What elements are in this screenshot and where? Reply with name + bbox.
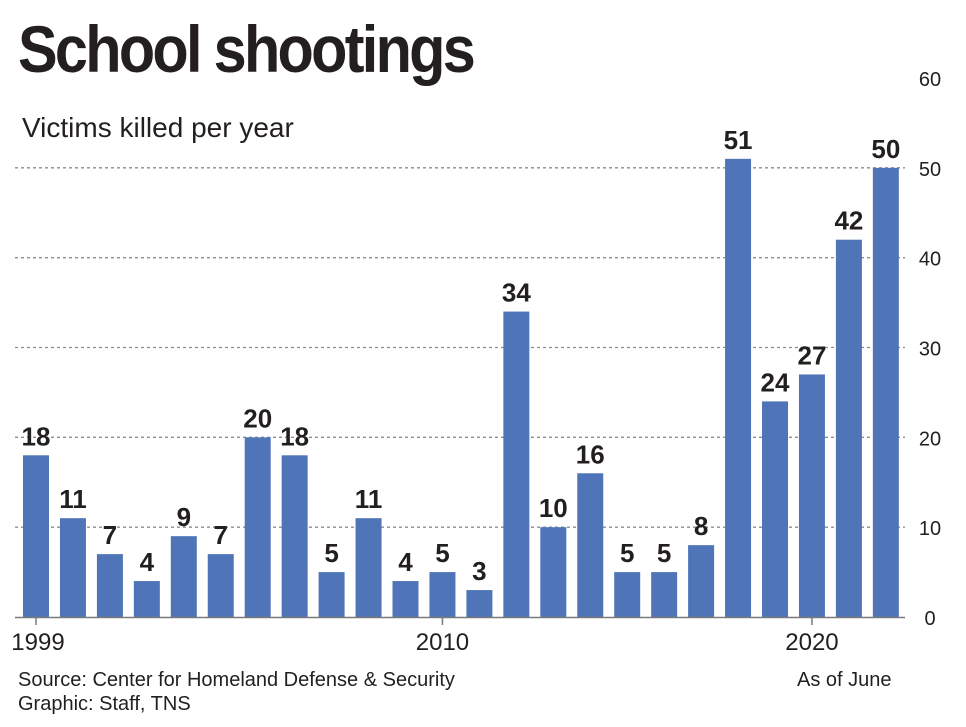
- bar-2014: [577, 473, 604, 617]
- y-tick-label-10: 10: [919, 518, 941, 540]
- value-label-2022: 50: [871, 134, 900, 164]
- value-label-2001: 7: [103, 520, 117, 550]
- bar-2011: [466, 590, 493, 617]
- value-label-2015: 5: [620, 538, 634, 568]
- bar-2001: [96, 554, 123, 617]
- y-axis: 0 10 20 30 40 50 60: [919, 69, 941, 630]
- value-label-2007: 5: [324, 538, 338, 568]
- bar-2010: [429, 572, 456, 617]
- bar-2021: [835, 239, 862, 617]
- bar-2009: [392, 581, 419, 617]
- bar-2019: [762, 401, 788, 617]
- bar-2015: [614, 572, 641, 617]
- bar-2022: [872, 167, 899, 618]
- chart-title: School shootings: [18, 12, 476, 86]
- graphic-credit: Graphic: Staff, TNS: [18, 693, 191, 715]
- bar-1999: [23, 455, 49, 617]
- value-label-2014: 16: [576, 439, 605, 469]
- y-tick-label-20: 20: [919, 428, 941, 450]
- value-label-2020: 27: [797, 340, 826, 370]
- value-label-2010: 5: [435, 538, 449, 568]
- bar-2012: [503, 311, 530, 617]
- bar-2006: [281, 455, 308, 617]
- value-label-2004: 7: [214, 520, 228, 550]
- value-label-2000: 11: [59, 484, 87, 514]
- bar-2020: [798, 374, 825, 617]
- x-axis: 1999 2010 2020: [11, 616, 905, 656]
- y-tick-label-60: 60: [919, 69, 941, 91]
- value-label-2008: 11: [355, 484, 383, 514]
- value-label-2003: 9: [177, 502, 191, 532]
- value-label-1999: 18: [22, 421, 51, 451]
- bar-2007: [318, 572, 345, 617]
- bar-2005: [244, 437, 271, 617]
- value-label-2006: 18: [280, 421, 309, 451]
- y-tick-label-40: 40: [919, 249, 941, 271]
- bar-2018: [725, 158, 752, 617]
- bar-2008: [355, 518, 382, 617]
- value-label-2011: 3: [472, 556, 486, 586]
- value-label-2017: 8: [694, 511, 708, 541]
- value-label-2012: 34: [502, 278, 531, 308]
- bars: [23, 158, 899, 618]
- bar-2017: [688, 545, 715, 617]
- y-tick-label-0: 0: [924, 608, 935, 630]
- x-tick-label-2020: 2020: [785, 629, 838, 656]
- value-label-2009: 4: [398, 547, 413, 577]
- source-note: Source: Center for Homeland Defense & Se…: [18, 669, 455, 691]
- value-label-2019: 24: [761, 367, 790, 397]
- as-of-note: As of June: [797, 669, 892, 691]
- x-tick-label-2010: 2010: [416, 629, 469, 656]
- gridlines: [15, 167, 905, 528]
- value-label-2002: 4: [140, 547, 155, 577]
- x-tick-label-1999: 1999: [11, 629, 64, 656]
- bar-2000: [59, 518, 86, 617]
- chart-subtitle: Victims killed per year: [22, 112, 294, 143]
- bar-2016: [651, 572, 678, 617]
- bar-2002: [133, 581, 160, 617]
- bar-2013: [540, 527, 567, 617]
- value-label-2016: 5: [657, 538, 671, 568]
- value-label-2013: 10: [539, 493, 568, 523]
- bar-2004: [207, 554, 234, 617]
- y-tick-label-30: 30: [919, 339, 941, 361]
- y-tick-label-50: 50: [919, 159, 941, 181]
- value-label-2018: 51: [724, 125, 753, 155]
- bar-2003: [170, 536, 197, 617]
- value-label-2021: 42: [834, 206, 863, 236]
- value-label-2005: 20: [243, 403, 272, 433]
